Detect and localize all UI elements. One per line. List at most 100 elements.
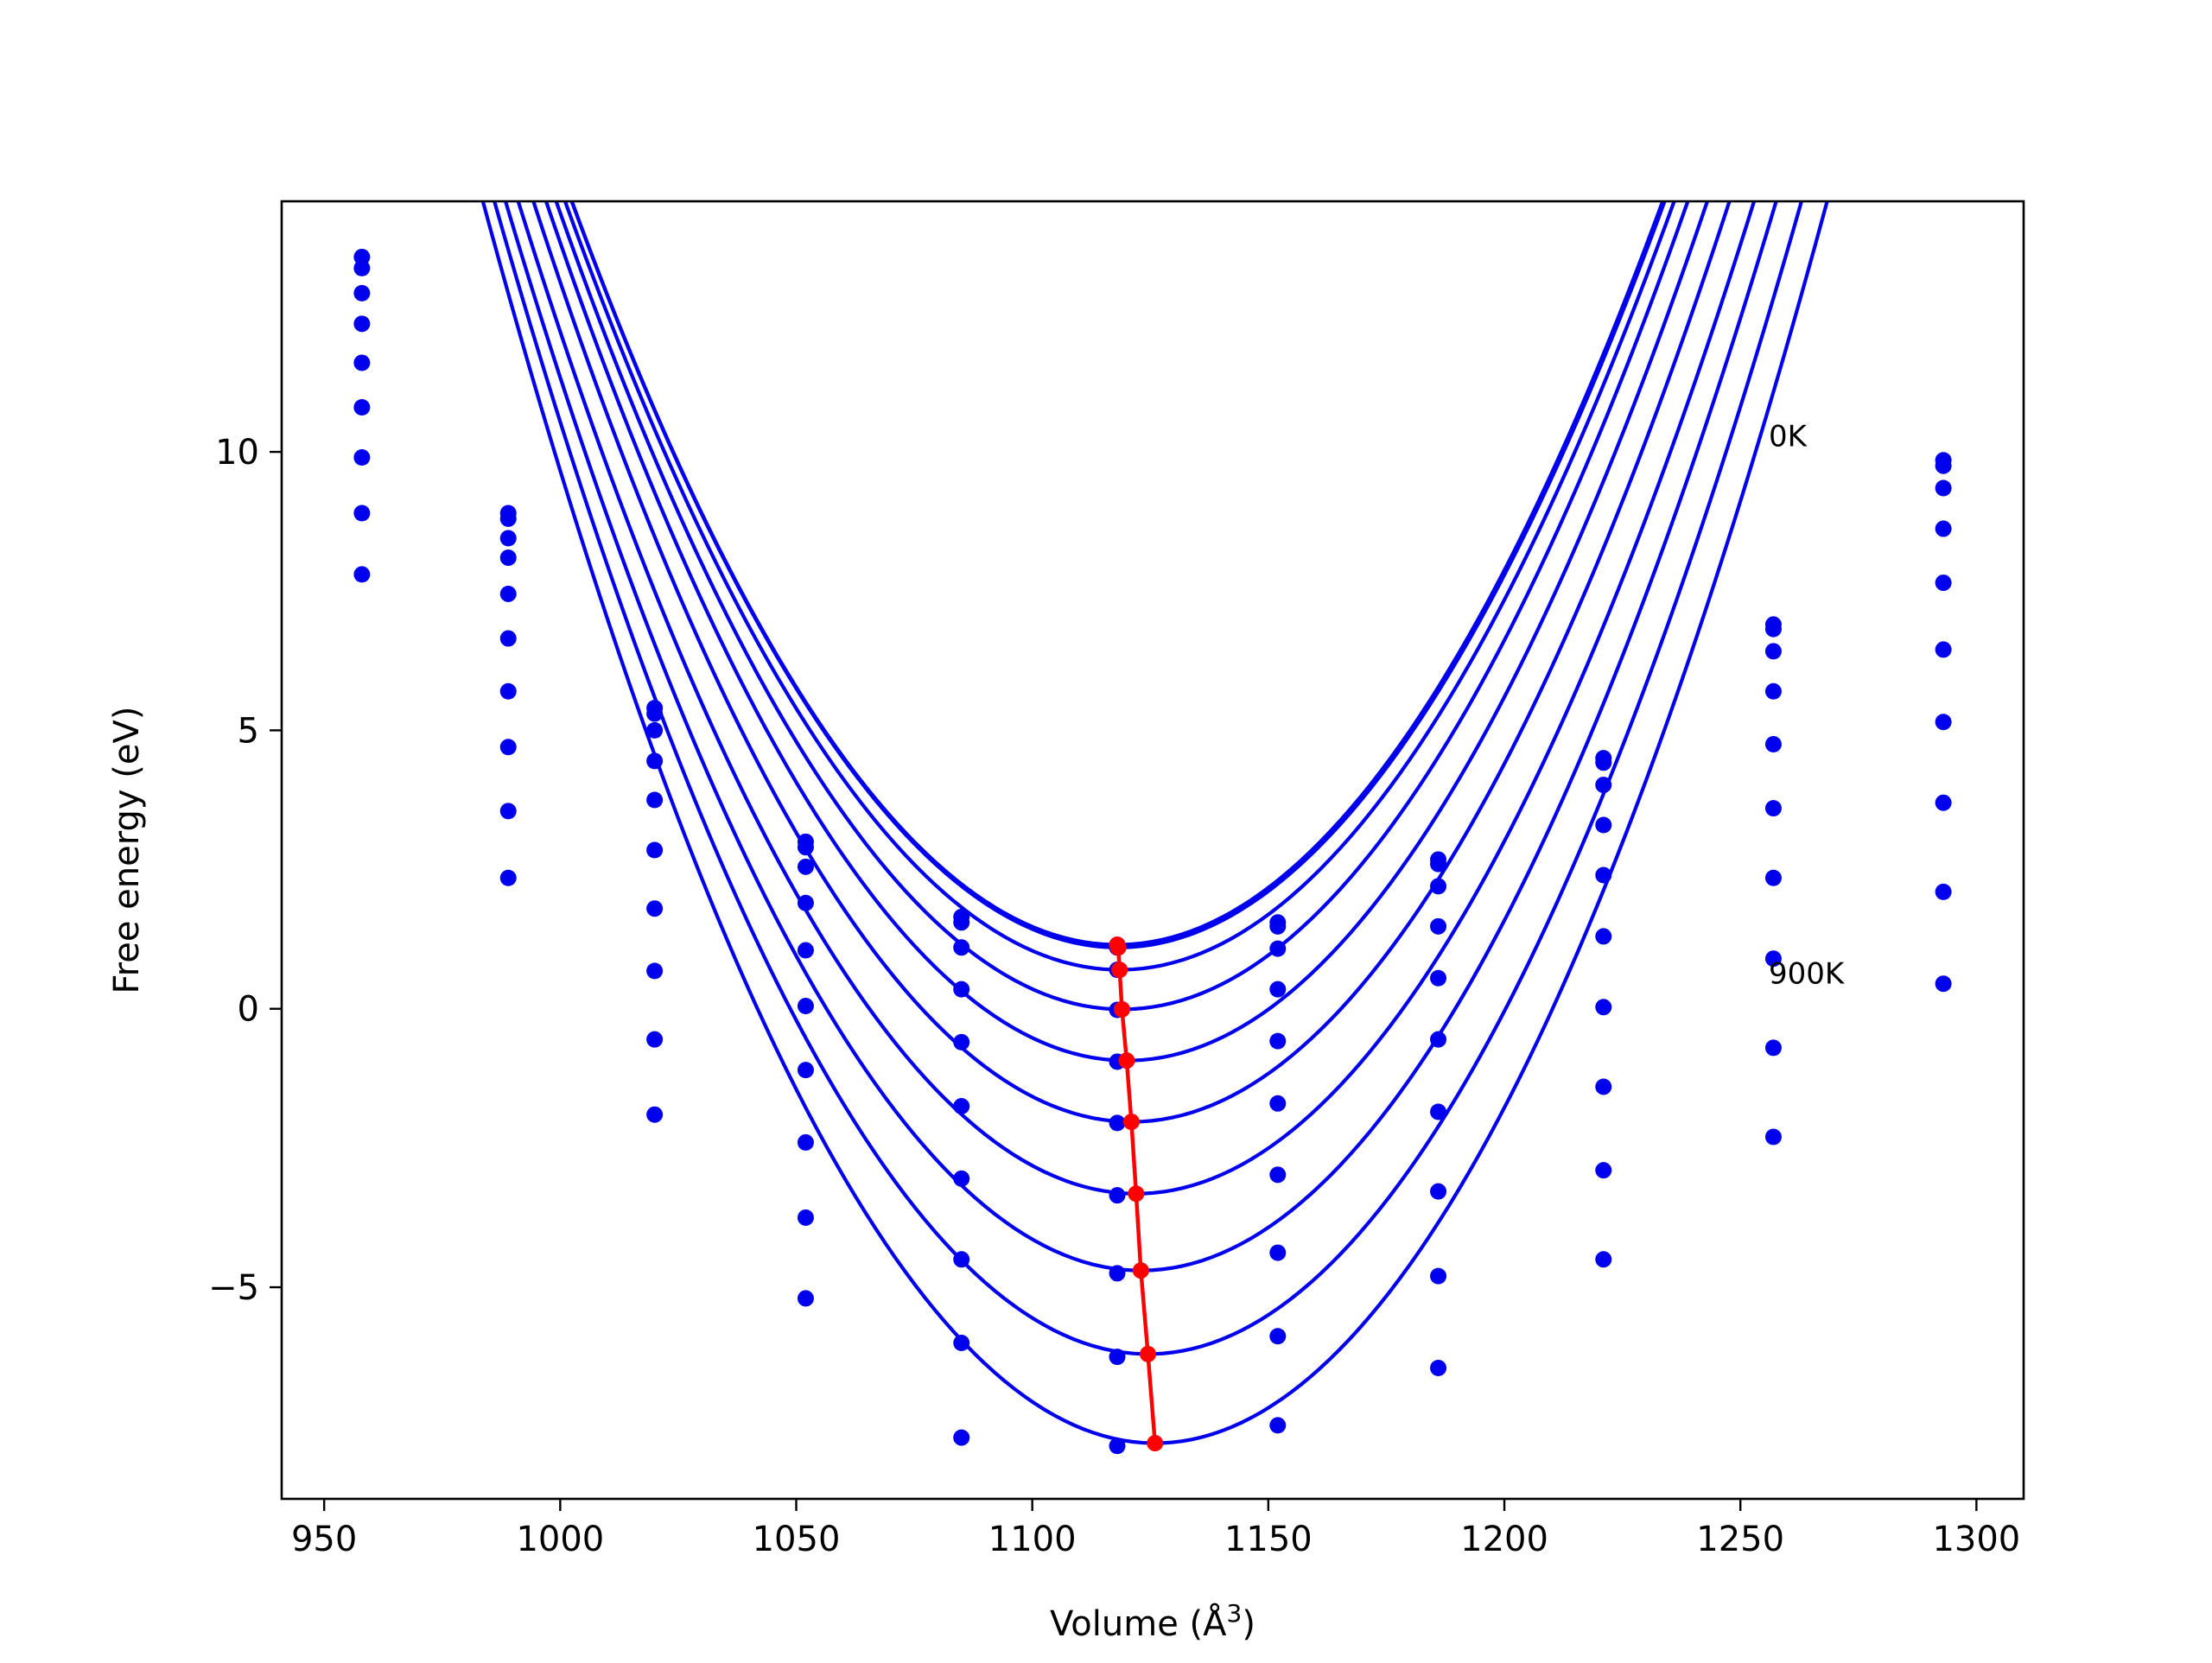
data-point — [353, 315, 371, 333]
data-point — [1764, 869, 1782, 886]
data-point — [499, 869, 517, 886]
data-point — [646, 721, 664, 739]
curve-annotation: 900K — [1769, 957, 1846, 992]
fit-curve-3 — [554, 201, 1690, 1012]
x-tick-label: 950 — [291, 1520, 357, 1559]
fit-curve-2 — [563, 201, 1676, 972]
data-point — [1764, 800, 1782, 817]
data-point — [1595, 1251, 1612, 1268]
x-axis-label-close: ) — [1242, 1604, 1255, 1644]
x-axis-ticks: 950 1000 1050 1100 1150 1200 1250 1300 — [291, 1499, 2020, 1559]
data-point — [1935, 883, 1952, 900]
data-point — [1935, 457, 1952, 474]
y-tick-label: 0 — [238, 990, 259, 1030]
data-point — [1764, 1128, 1782, 1146]
annotations-layer: 0K 900K — [1769, 420, 1846, 992]
data-point — [646, 900, 664, 917]
data-point — [1109, 1114, 1126, 1132]
data-point — [1430, 917, 1447, 935]
data-point — [1430, 1031, 1447, 1048]
data-point — [646, 791, 664, 809]
data-point — [646, 752, 664, 770]
data-point — [797, 1209, 814, 1226]
data-point — [1109, 1187, 1126, 1204]
data-point — [1935, 520, 1952, 537]
data-point — [1269, 1244, 1287, 1261]
data-point — [953, 1098, 970, 1115]
data-point — [1269, 1032, 1287, 1050]
minimum-point — [1122, 1114, 1140, 1131]
data-point — [353, 354, 371, 371]
data-point — [1935, 574, 1952, 592]
data-point — [953, 1170, 970, 1187]
data-point — [953, 1251, 970, 1268]
data-point — [1269, 1095, 1287, 1112]
data-point — [1595, 1078, 1612, 1095]
fit-curve-0 — [569, 201, 1665, 947]
data-point — [1764, 1039, 1782, 1057]
x-tick-label: 1250 — [1696, 1520, 1784, 1559]
data-point — [499, 682, 517, 700]
x-tick-label: 1100 — [988, 1520, 1077, 1559]
minimum-point — [1140, 1345, 1157, 1362]
x-axis-label-superscript: 3 — [1227, 1599, 1243, 1628]
data-point — [953, 1335, 970, 1351]
data-point — [953, 939, 970, 956]
plot-frame — [280, 200, 2025, 1501]
data-point — [1595, 816, 1612, 834]
minimum-point — [1113, 1000, 1130, 1018]
data-point — [797, 858, 814, 875]
data-point — [1595, 866, 1612, 884]
fit-curve-4 — [543, 201, 1710, 1063]
data-point — [1430, 878, 1447, 895]
minimum-point — [1111, 962, 1128, 979]
data-point — [797, 1133, 814, 1151]
data-point — [499, 739, 517, 756]
data-point — [953, 1033, 970, 1050]
data-point — [1269, 1166, 1287, 1184]
data-point — [353, 259, 371, 276]
data-point — [499, 630, 517, 647]
data-point — [646, 1031, 664, 1048]
data-point — [1595, 999, 1612, 1016]
minimum-point — [1109, 939, 1127, 956]
x-tick-label: 1200 — [1460, 1520, 1548, 1559]
y-tick-label: −5 — [208, 1268, 259, 1308]
data-point — [353, 399, 371, 416]
minimum-point — [1118, 1052, 1135, 1070]
data-point — [1595, 754, 1612, 771]
x-tick-label: 1300 — [1932, 1520, 2020, 1559]
data-point — [797, 998, 814, 1014]
data-point — [1595, 1162, 1612, 1179]
data-point — [499, 510, 517, 527]
data-point — [1430, 855, 1447, 873]
data-point — [953, 914, 970, 931]
data-point — [353, 284, 371, 301]
data-point — [499, 549, 517, 567]
fit-curve-9 — [480, 201, 1829, 1445]
curve-annotation: 0K — [1769, 420, 1808, 454]
data-point — [499, 530, 517, 547]
data-point — [1764, 736, 1782, 753]
x-tick-label: 1000 — [516, 1520, 604, 1559]
data-point — [1935, 714, 1952, 731]
data-point — [1935, 975, 1952, 993]
minimum-point — [1128, 1185, 1145, 1203]
x-axis-label: Volume (Å3) — [1050, 1599, 1255, 1644]
data-point — [1109, 1438, 1126, 1455]
data-point — [797, 1290, 814, 1307]
data-point — [1430, 1360, 1447, 1377]
data-point — [1269, 1417, 1287, 1434]
data-point — [1269, 981, 1287, 998]
data-point — [1595, 928, 1612, 945]
data-point — [353, 566, 371, 583]
data-point — [1430, 1183, 1447, 1200]
fit-curve-7 — [503, 201, 1778, 1273]
data-point — [1109, 1349, 1126, 1366]
minimum-point — [1147, 1435, 1164, 1452]
data-point — [797, 1062, 814, 1079]
minima-layer — [1109, 936, 1164, 1452]
data-point — [1935, 479, 1952, 497]
data-point — [797, 942, 814, 959]
